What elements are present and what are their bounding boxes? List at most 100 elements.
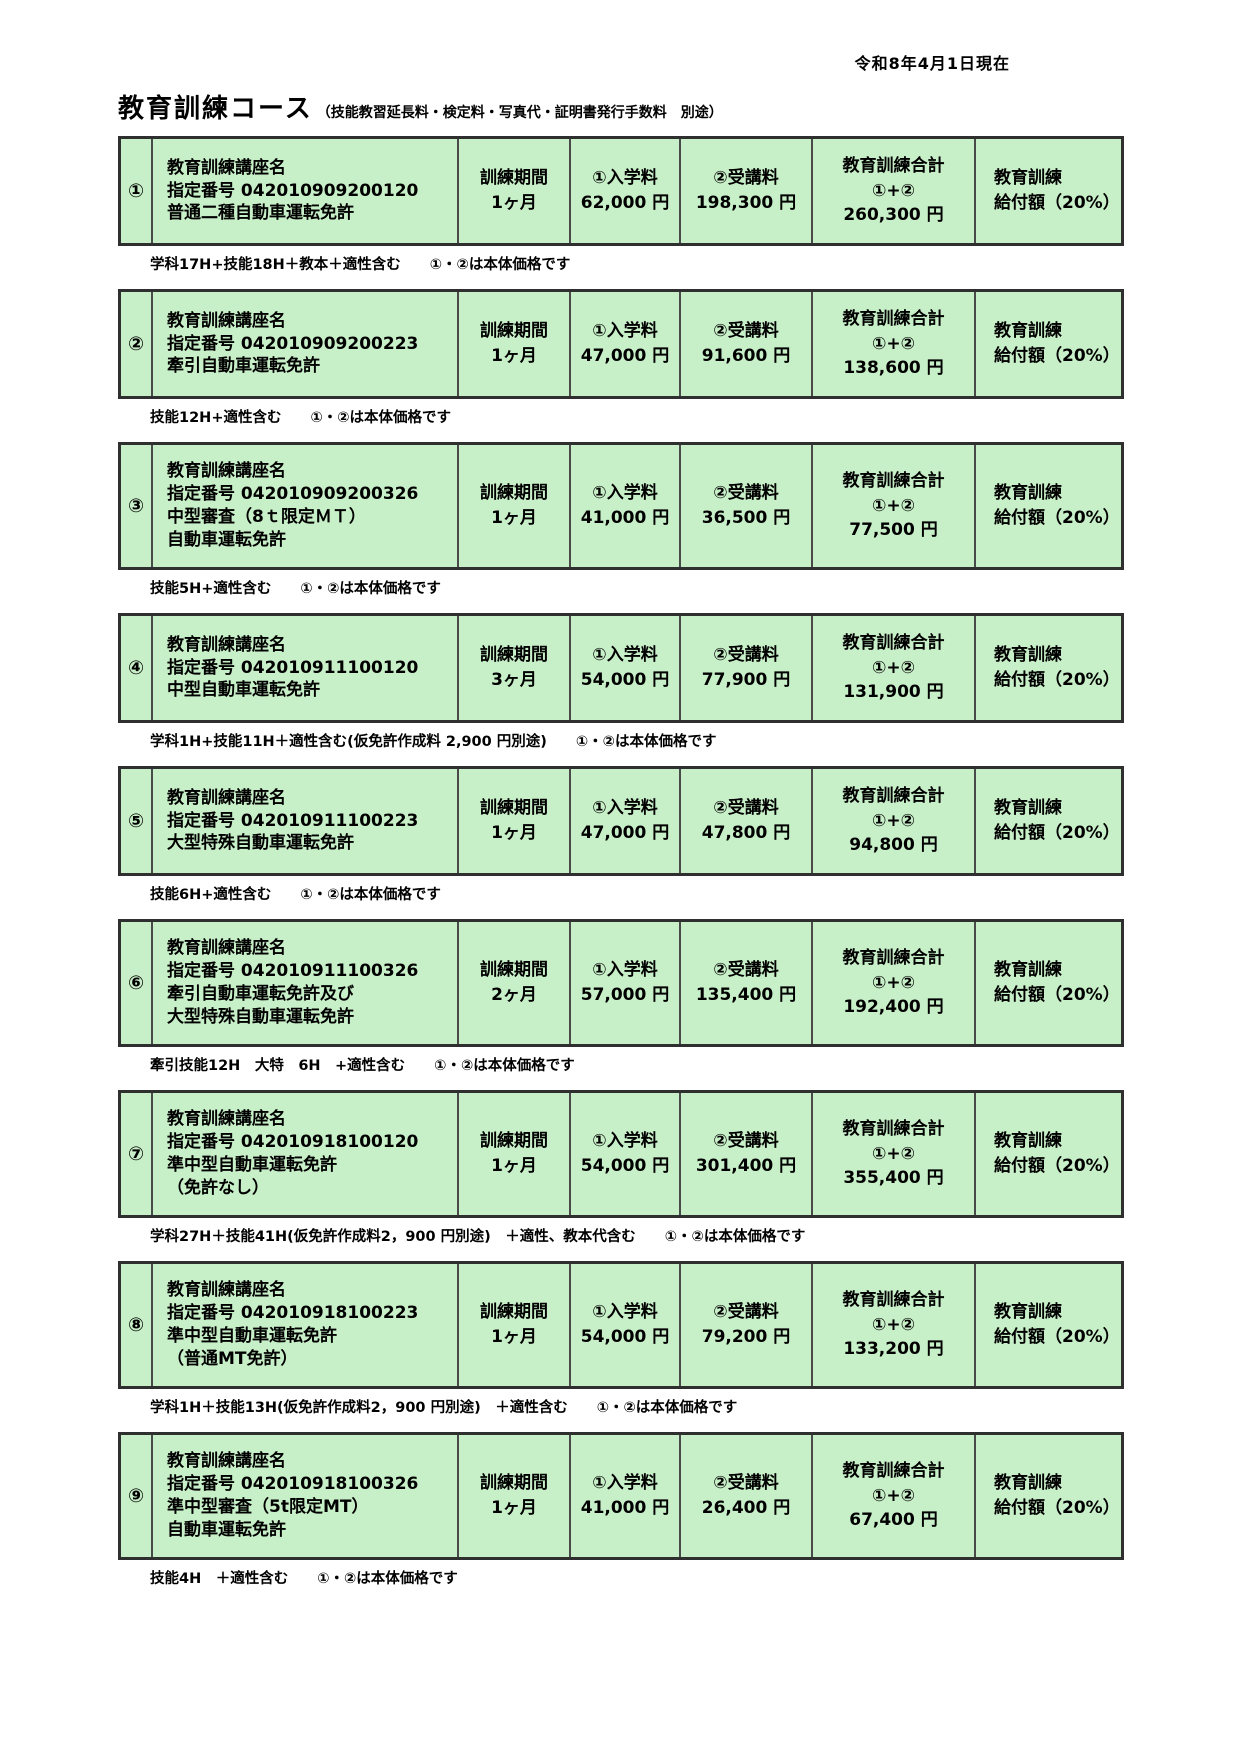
course-cell: 教育訓練講座名 指定番号 042010911100120 中型自動車運転免許 <box>151 616 457 720</box>
tuition-fee-cell: ②受講料 135,400 円 <box>679 922 811 1044</box>
period-cell: 訓練期間 1ヶ月 <box>457 139 569 243</box>
tuition-fee-label: ②受講料 <box>713 168 779 189</box>
entrance-fee-value: 57,000 円 <box>580 985 670 1005</box>
row-number: ⑨ <box>127 1485 145 1507</box>
benefit-label-line1: 教育訓練 <box>994 1473 1062 1494</box>
entrance-fee-cell: ①入学料 47,000 円 <box>569 769 679 873</box>
entrance-fee-cell: ①入学料 41,000 円 <box>569 445 679 567</box>
tuition-fee-value: 77,900 円 <box>701 670 791 690</box>
tuition-fee-value: 301,400 円 <box>695 1156 797 1176</box>
tuition-fee-value: 26,400 円 <box>701 1498 791 1518</box>
entrance-fee-cell: ①入学料 54,000 円 <box>569 616 679 720</box>
course-block: ④ 教育訓練講座名 指定番号 042010911100120 中型自動車運転免許… <box>118 613 1124 751</box>
table-row: ④ 教育訓練講座名 指定番号 042010911100120 中型自動車運転免許… <box>118 613 1124 723</box>
benefit-cell: 教育訓練 給付額（20%） <box>974 769 1121 873</box>
entrance-fee-cell: ①入学料 54,000 円 <box>569 1264 679 1386</box>
row-footnote: 学科1H+技能11H＋適性含む(仮免許作成料 2,900 円別途) ①・②は本体… <box>150 734 717 750</box>
period-value: 2ヶ月 <box>491 985 537 1005</box>
designation-number: 042010909200223 <box>240 333 419 354</box>
course-block: ⑦ 教育訓練講座名 指定番号 042010918100120 準中型自動車運転免… <box>118 1090 1124 1246</box>
period-label: 訓練期間 <box>480 1302 548 1323</box>
tuition-fee-value: 47,800 円 <box>701 823 791 843</box>
designation-line: 指定番号 042010909200120 <box>167 180 451 203</box>
tuition-fee-value: 36,500 円 <box>701 508 791 528</box>
tuition-fee-cell: ②受講料 79,200 円 <box>679 1264 811 1386</box>
entrance-fee-cell: ①入学料 62,000 円 <box>569 139 679 243</box>
benefit-label-line2: 給付額（20%） <box>994 193 1120 213</box>
total-value: 355,400 円 <box>843 1168 944 1189</box>
designation-line: 指定番号 042010911100326 <box>167 960 451 983</box>
entrance-fee-label: ①入学料 <box>592 168 658 189</box>
course-name-line: 中型自動車運転免許 <box>167 680 320 701</box>
row-number-cell: ⑧ <box>121 1264 151 1386</box>
row-footnote: 学科27H＋技能41H(仮免許作成料2，900 円別途) ＋適性、教本代含む ①… <box>150 1229 806 1245</box>
tuition-fee-label: ②受講料 <box>713 645 779 666</box>
tuition-fee-cell: ②受講料 47,800 円 <box>679 769 811 873</box>
table-row: ① 教育訓練講座名 指定番号 042010909200120 普通二種自動車運転… <box>118 136 1124 246</box>
entrance-fee-cell: ①入学料 57,000 円 <box>569 922 679 1044</box>
designation-label: 指定番号 <box>167 961 235 982</box>
period-cell: 訓練期間 1ヶ月 <box>457 1435 569 1557</box>
benefit-cell: 教育訓練 給付額（20%） <box>974 445 1121 567</box>
benefit-label-line1: 教育訓練 <box>994 168 1062 189</box>
total-cell: 教育訓練合計 ①+② 94,800 円 <box>811 769 974 873</box>
total-sublabel: ①+② <box>871 1314 916 1335</box>
benefit-cell: 教育訓練 給付額（20%） <box>974 292 1121 396</box>
period-label: 訓練期間 <box>480 1473 548 1494</box>
entrance-fee-label: ①入学料 <box>592 1473 658 1494</box>
row-number-cell: ⑤ <box>121 769 151 873</box>
entrance-fee-label: ①入学料 <box>592 1302 658 1323</box>
tuition-fee-cell: ②受講料 198,300 円 <box>679 139 811 243</box>
entrance-fee-label: ①入学料 <box>592 798 658 819</box>
course-name-line: 準中型自動車運転免許 <box>167 1155 337 1175</box>
total-label: 教育訓練合計 <box>842 1119 945 1140</box>
tuition-fee-value: 135,400 円 <box>695 985 797 1005</box>
tuition-fee-cell: ②受講料 26,400 円 <box>679 1435 811 1557</box>
period-value: 1ヶ月 <box>491 193 537 213</box>
benefit-label-line1: 教育訓練 <box>994 1302 1062 1323</box>
period-cell: 訓練期間 2ヶ月 <box>457 922 569 1044</box>
row-number: ② <box>127 333 145 355</box>
total-cell: 教育訓練合計 ①+② 355,400 円 <box>811 1093 974 1215</box>
total-sublabel: ①+② <box>871 180 916 201</box>
course-block: ⑨ 教育訓練講座名 指定番号 042010918100326 準中型審査（5t限… <box>118 1432 1124 1588</box>
entrance-fee-label: ①入学料 <box>592 645 658 666</box>
entrance-fee-label: ①入学料 <box>592 321 658 342</box>
designation-label: 指定番号 <box>167 1132 235 1153</box>
period-value: 1ヶ月 <box>491 1327 537 1347</box>
period-value: 1ヶ月 <box>491 823 537 843</box>
designation-line: 指定番号 042010918100223 <box>167 1302 451 1325</box>
total-sublabel: ①+② <box>871 495 916 516</box>
course-cell: 教育訓練講座名 指定番号 042010911100223 大型特殊自動車運転免許 <box>151 769 457 873</box>
benefit-label-line2: 給付額（20%） <box>994 346 1120 366</box>
row-footnote: 牽引技能12H 大特 6H +適性含む ①・②は本体価格です <box>150 1058 575 1074</box>
course-cell: 教育訓練講座名 指定番号 042010918100223 準中型自動車運転免許（… <box>151 1264 457 1386</box>
designation-label: 指定番号 <box>167 333 235 354</box>
period-cell: 訓練期間 3ヶ月 <box>457 616 569 720</box>
course-label: 教育訓練講座名 <box>167 634 286 655</box>
row-number: ① <box>127 180 145 202</box>
row-number-cell: ⑦ <box>121 1093 151 1215</box>
course-label: 教育訓練講座名 <box>167 1109 286 1130</box>
total-sublabel: ①+② <box>871 810 916 831</box>
table-row: ② 教育訓練講座名 指定番号 042010909200223 牽引自動車運転免許… <box>118 289 1124 399</box>
row-footnote: 学科1H＋技能13H(仮免許作成料2，900 円別途) ＋適性含む ①・②は本体… <box>150 1400 738 1416</box>
entrance-fee-cell: ①入学料 47,000 円 <box>569 292 679 396</box>
course-label: 教育訓練講座名 <box>167 1280 286 1301</box>
total-value: 260,300 円 <box>843 205 944 226</box>
entrance-fee-value: 54,000 円 <box>580 670 670 690</box>
tuition-fee-value: 79,200 円 <box>701 1327 791 1347</box>
designation-number: 042010918100120 <box>240 1132 419 1153</box>
course-block: ③ 教育訓練講座名 指定番号 042010909200326 中型審査（8ｔ限定… <box>118 442 1124 598</box>
tuition-fee-label: ②受講料 <box>713 1131 779 1152</box>
row-number-cell: ③ <box>121 445 151 567</box>
tuition-fee-label: ②受講料 <box>713 798 779 819</box>
page-title: 教育訓練コース <box>118 94 313 124</box>
total-label: 教育訓練合計 <box>842 309 945 330</box>
row-number-cell: ④ <box>121 616 151 720</box>
benefit-label-line1: 教育訓練 <box>994 798 1062 819</box>
row-footnote: 技能4H ＋適性含む ①・②は本体価格です <box>150 1571 458 1587</box>
course-block: ① 教育訓練講座名 指定番号 042010909200120 普通二種自動車運転… <box>118 136 1124 274</box>
benefit-label-line2: 給付額（20%） <box>994 1156 1120 1176</box>
designation-number: 042010911100326 <box>240 961 419 982</box>
